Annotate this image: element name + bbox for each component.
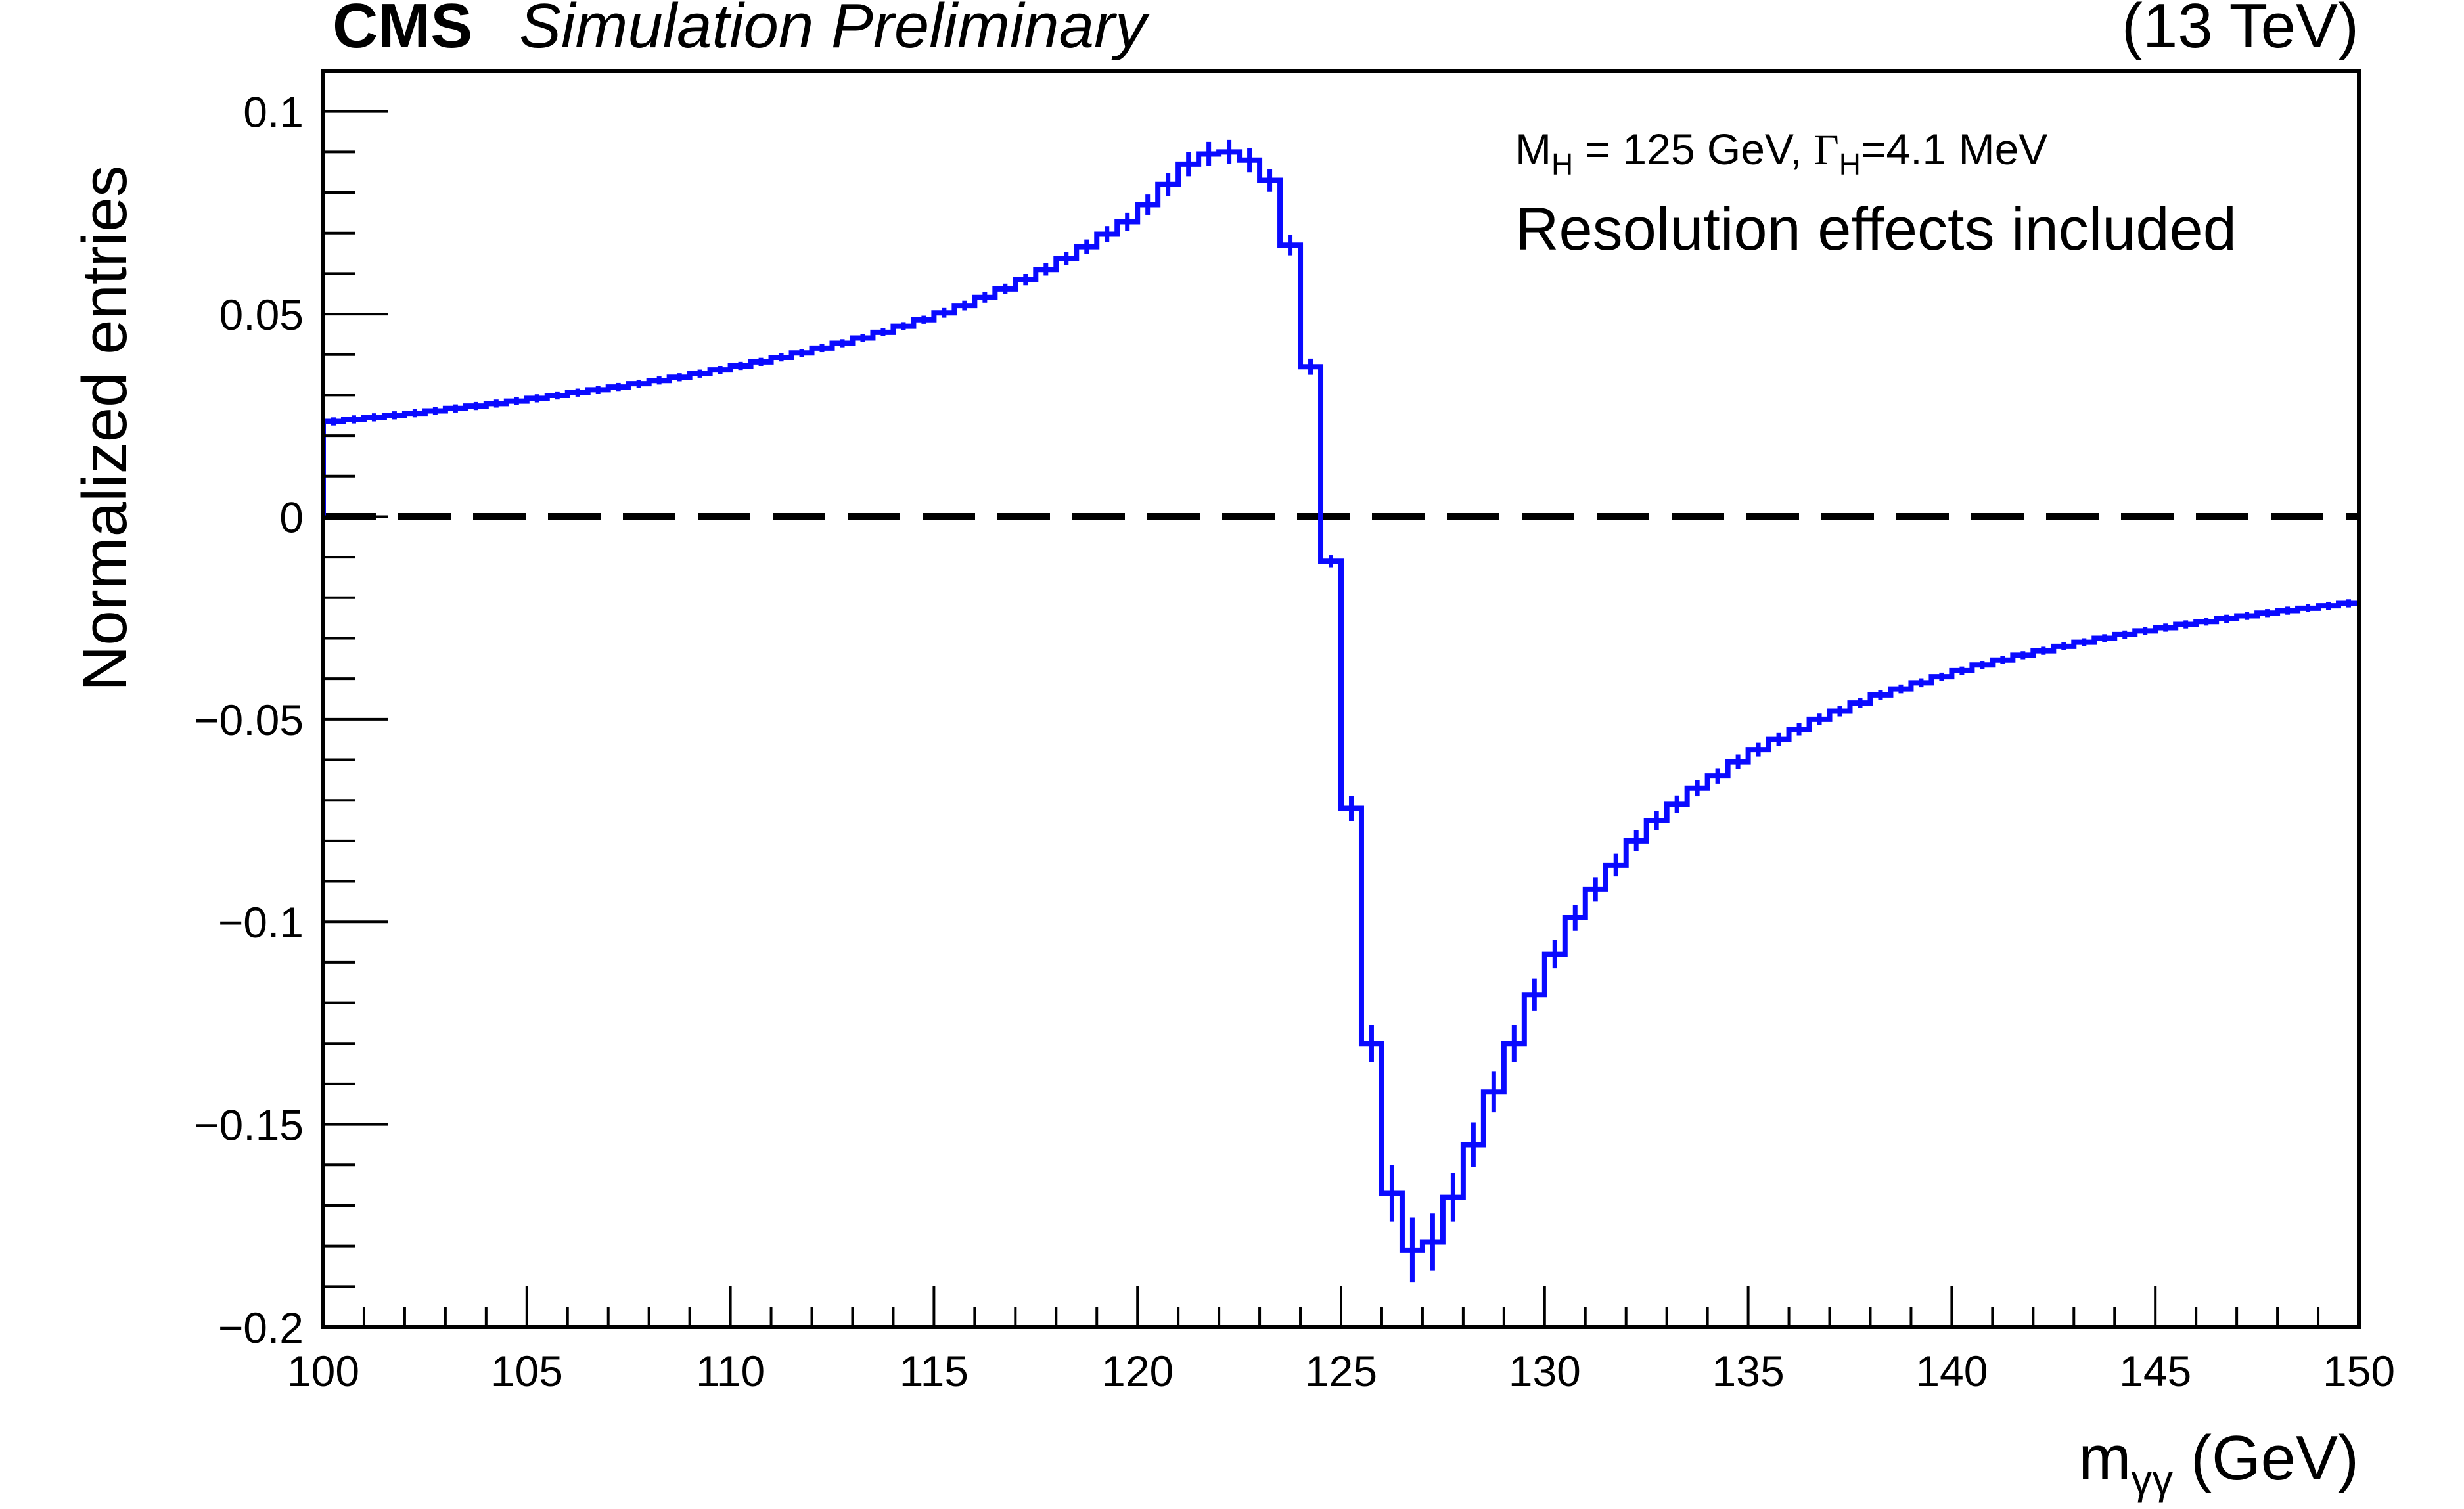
energy-label: (13 TeV) (2122, 0, 2359, 61)
mass-subscript: H (1551, 147, 1573, 181)
x-tick-label: 105 (491, 1347, 563, 1395)
mass-value: = 125 GeV, (1573, 125, 1814, 173)
x-axis-title-main: m (2078, 1423, 2131, 1493)
x-tick-label: 130 (1509, 1347, 1581, 1395)
x-tick-label: 100 (287, 1347, 359, 1395)
series-layer (321, 139, 2359, 1283)
x-tick-label: 115 (900, 1347, 969, 1395)
x-axis-tick-labels: 100 105 110 115 120 125 130 135 140 145 150 (287, 1347, 2395, 1395)
y-tick-label: −0.15 (194, 1101, 304, 1150)
width-symbol: Γ (1814, 126, 1839, 174)
x-tick-label: 110 (696, 1347, 765, 1395)
y-tick-label: −0.2 (218, 1303, 304, 1352)
y-axis-tick-labels: 0.1 0.05 0 −0.05 −0.1 −0.15 −0.2 (194, 88, 304, 1352)
experiment-label: CMS (332, 0, 472, 61)
x-tick-label: 145 (2119, 1347, 2191, 1395)
x-tick-label: 135 (1712, 1347, 1785, 1395)
status-label: Simulation Preliminary (519, 0, 1150, 61)
y-tick-label: 0.05 (219, 290, 304, 339)
x-axis-title-subscript: γγ (2131, 1456, 2173, 1503)
mass-symbol: M (1515, 125, 1551, 173)
y-axis-title: Normalized entries (70, 166, 140, 691)
resolution-annotation: Resolution effects included (1515, 196, 2237, 263)
width-value: =4.1 MeV (1861, 125, 2047, 173)
y-tick-label: −0.1 (218, 898, 304, 947)
x-tick-label: 120 (1101, 1347, 1174, 1395)
x-tick-label: 150 (2323, 1347, 2395, 1395)
x-tick-label: 140 (1915, 1347, 1988, 1395)
x-axis-ticks (322, 1286, 2360, 1327)
x-tick-label: 125 (1305, 1347, 1377, 1395)
x-axis-title: mγγ (GeV) (2078, 1423, 2359, 1503)
x-axis-title-unit: (GeV) (2173, 1423, 2359, 1493)
histogram-step-line (321, 149, 2359, 1253)
mass-width-annotation: MH = 125 GeV, ΓH=4.1 MeV (1515, 125, 2047, 181)
y-tick-label: 0.1 (243, 88, 304, 137)
y-axis-ticks (323, 110, 388, 1328)
width-subscript: H (1839, 147, 1861, 181)
y-tick-label: 0 (279, 493, 304, 541)
y-tick-label: −0.05 (194, 696, 304, 744)
